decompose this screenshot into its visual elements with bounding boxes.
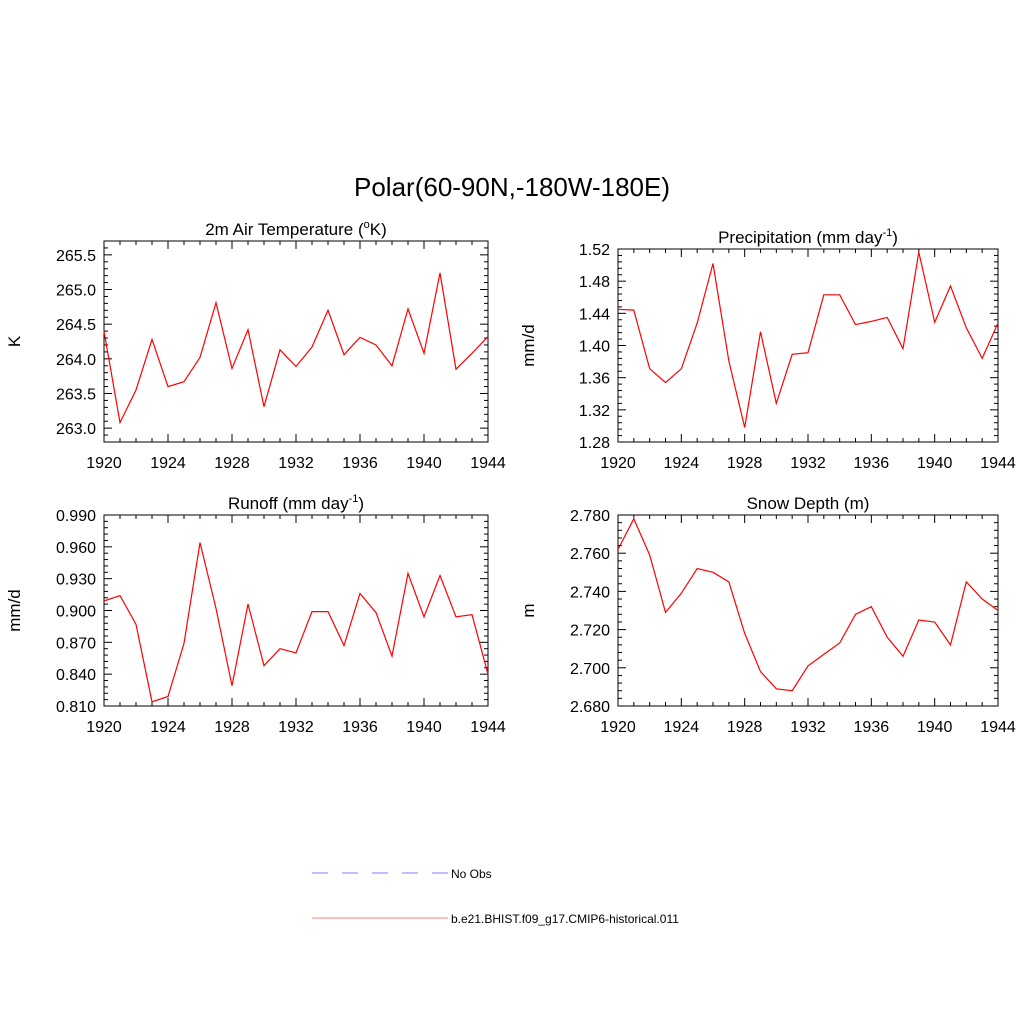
x-tick-label: 1940 <box>406 719 442 736</box>
x-tick-label: 1928 <box>214 455 250 472</box>
y-tick-label: 1.36 <box>579 371 610 388</box>
panel-title-superscript: o <box>364 219 370 231</box>
x-tick-label: 1940 <box>917 455 953 472</box>
y-tick-label: 0.900 <box>56 604 96 621</box>
y-tick-label: 0.840 <box>56 667 96 684</box>
x-tick-label: 1940 <box>406 455 442 472</box>
x-tick-label: 1936 <box>854 455 890 472</box>
y-tick-label: 0.810 <box>56 699 96 716</box>
plot-frame <box>103 240 489 443</box>
x-tick-label: 1940 <box>917 719 953 736</box>
legend-label: No Obs <box>451 867 492 881</box>
legend-label: b.e21.BHIST.f09_g17.CMIP6-historical.011 <box>451 912 679 926</box>
y-axis-label: mm/d <box>5 589 24 632</box>
x-tick-label: 1928 <box>727 455 763 472</box>
x-tick-label: 1936 <box>342 719 378 736</box>
panel-3: 1920 1924 1928 1932 1936 1940 1944 0.810 0.840 0.… <box>5 493 506 736</box>
x-tick-label: 1924 <box>664 719 700 736</box>
x-tick-label: 1924 <box>150 455 186 472</box>
plot-frame <box>617 514 999 707</box>
x-tick-label: 1944 <box>980 455 1016 472</box>
x-tick-label: 1944 <box>980 719 1016 736</box>
x-tick-label: 1920 <box>600 455 636 472</box>
y-tick-label: 264.0 <box>56 352 96 369</box>
y-tick-label: 2.780 <box>570 508 610 525</box>
y-tick-label: 1.52 <box>579 242 610 259</box>
series-line <box>103 542 489 703</box>
plot-frame <box>103 514 489 707</box>
panel-4: 1920 1924 1928 1932 1936 1940 1944 2.680 2.700 2.… <box>519 494 1016 736</box>
x-tick-label: 1932 <box>790 455 826 472</box>
panel-title: Runoff (mm day-1) <box>228 493 364 513</box>
y-tick-label: 2.680 <box>570 699 610 716</box>
y-tick-label: 0.960 <box>56 540 96 557</box>
panel-title-main: Runoff (mm day <box>228 494 349 513</box>
panel-title-suffix: K) <box>370 220 387 239</box>
panel-title-suffix: ) <box>892 228 898 247</box>
x-tick-label: 1944 <box>470 455 506 472</box>
series-line <box>103 272 489 425</box>
y-axis-label: m <box>519 603 538 617</box>
panel-title-suffix: ) <box>358 494 364 513</box>
y-tick-label: 0.930 <box>56 572 96 589</box>
series-line <box>617 517 999 692</box>
x-tick-label: 1928 <box>727 719 763 736</box>
y-tick-label: 1.28 <box>579 435 610 452</box>
x-tick-label: 1928 <box>214 719 250 736</box>
y-tick-label: 265.0 <box>56 283 96 300</box>
x-tick-label: 1932 <box>790 719 826 736</box>
x-tick-label: 1920 <box>86 719 122 736</box>
panel-title: Snow Depth (m) <box>747 494 870 513</box>
x-tick-label: 1944 <box>470 719 506 736</box>
y-tick-label: 1.48 <box>579 274 610 291</box>
legend: No Obs b.e21.BHIST.f09_g17.CMIP6-historic… <box>312 867 679 926</box>
x-tick-label: 1924 <box>150 719 186 736</box>
y-tick-label: 1.32 <box>579 403 610 420</box>
y-tick-label: 0.870 <box>56 635 96 652</box>
x-tick-label: 1932 <box>278 719 314 736</box>
figure-title: Polar(60-90N,-180W-180E) <box>354 172 670 202</box>
y-tick-label: 2.740 <box>570 584 610 601</box>
panel-1: 1920 1924 1928 1932 1936 1940 1944 263.0 263.5 26… <box>5 219 506 472</box>
y-tick-label: 263.5 <box>56 386 96 403</box>
panel-title-main: 2m Air Temperature ( <box>205 220 364 239</box>
series-line <box>617 252 999 428</box>
y-tick-label: 1.44 <box>579 306 610 323</box>
y-tick-label: 2.700 <box>570 661 610 678</box>
x-tick-label: 1924 <box>664 455 700 472</box>
panel-title-superscript: -1 <box>349 493 359 505</box>
y-tick-label: 0.990 <box>56 508 96 525</box>
y-tick-label: 265.5 <box>56 248 96 265</box>
panels: 1920 1924 1928 1932 1936 1940 1944 263.0 263.5 26… <box>5 219 1016 736</box>
y-tick-label: 2.760 <box>570 546 610 563</box>
x-tick-label: 1932 <box>278 455 314 472</box>
panel-title-main: Snow Depth (m) <box>747 494 870 513</box>
y-tick-label: 1.40 <box>579 339 610 356</box>
y-axis-label: K <box>5 335 24 347</box>
y-tick-label: 2.720 <box>570 623 610 640</box>
panel-title: 2m Air Temperature (oK) <box>205 219 387 239</box>
y-axis-label: mm/d <box>519 324 538 367</box>
x-tick-label: 1936 <box>342 455 378 472</box>
panel-2: 1920 1924 1928 1932 1936 1940 1944 1.28 1.32 1.36… <box>519 227 1016 472</box>
x-tick-label: 1920 <box>600 719 636 736</box>
y-tick-label: 263.0 <box>56 421 96 438</box>
panel-title: Precipitation (mm day-1) <box>718 227 898 247</box>
panel-title-main: Precipitation (mm day <box>718 228 883 247</box>
y-tick-label: 264.5 <box>56 317 96 334</box>
x-tick-label: 1936 <box>854 719 890 736</box>
x-tick-label: 1920 <box>86 455 122 472</box>
panel-title-superscript: -1 <box>882 227 892 239</box>
plot-frame <box>617 248 999 443</box>
